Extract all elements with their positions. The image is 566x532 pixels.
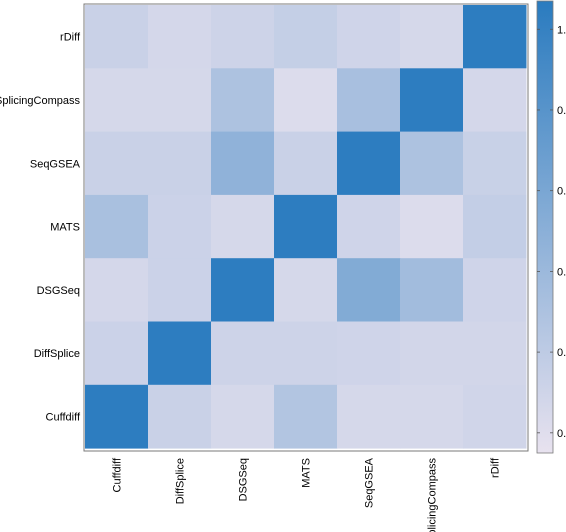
heatmap-cell-DSGSeq-DiffSplice	[148, 258, 212, 322]
heatmap-cell-SeqGSEA-SplicingCompass	[400, 131, 464, 196]
heatmap-cell-rDiff-DiffSplice	[148, 5, 212, 69]
heatmap-cell-SplicingCompass-MATS	[274, 68, 338, 133]
heatmap-cell-SplicingCompass-rDiff	[463, 68, 527, 133]
heatmap-cell-SeqGSEA-SeqGSEA	[337, 131, 401, 196]
heatmap-cell-rDiff-SeqGSEA	[337, 5, 401, 69]
heatmap-cell-Cuffdiff-MATS	[274, 384, 338, 449]
colorbar-tick-label: 1.0	[557, 24, 566, 36]
heatmap-cell-DSGSeq-MATS	[274, 258, 338, 322]
y-tick-label: Cuffdiff	[46, 411, 81, 423]
x-tick-label: SeqGSEA	[364, 457, 376, 508]
colorbar-tick-label: 0.0	[557, 428, 566, 440]
heatmap-cell-DSGSeq-SeqGSEA	[337, 258, 401, 322]
colorbar-tick-label: 0.6	[557, 186, 566, 198]
heatmap-cell-DSGSeq-rDiff	[463, 258, 527, 322]
heatmap-cell-Cuffdiff-DSGSeq	[211, 384, 275, 449]
heatmap-cell-MATS-MATS	[274, 194, 338, 259]
x-tick-label: DiffSplice	[175, 458, 187, 504]
heatmap-cell-DiffSplice-Cuffdiff	[85, 321, 149, 386]
y-tick-label: rDiff	[60, 32, 81, 44]
heatmap-cell-Cuffdiff-SeqGSEA	[337, 384, 401, 449]
heatmap-cell-rDiff-MATS	[274, 5, 338, 69]
y-tick-label: SeqGSEA	[30, 158, 81, 170]
colorbar-gradient	[536, 0, 554, 454]
y-axis-labels: rDiff SplicingCompass SeqGSEA MATS DSGSeq Dif…	[0, 32, 81, 424]
heatmap-cell-Cuffdiff-rDiff	[463, 384, 527, 449]
heatmap-cell-SeqGSEA-Cuffdiff	[85, 131, 149, 196]
heatmap-cell-DSGSeq-Cuffdiff	[85, 258, 149, 322]
colorbar-tick-label: 0.8	[557, 105, 566, 117]
x-tick-label: SplicingCompass	[427, 458, 439, 532]
heatmap-cell-DiffSplice-MATS	[274, 321, 338, 386]
heatmap-cell-Cuffdiff-SplicingCompass	[400, 384, 464, 449]
heatmap-cell-SeqGSEA-DSGSeq	[211, 131, 275, 196]
x-axis-labels: Cuffdiff DiffSplice DSGSeq MATS SeqGSEA Splic…	[112, 457, 502, 532]
heatmap-cell-DiffSplice-SplicingCompass	[400, 321, 464, 386]
heatmap-cell-rDiff-rDiff	[463, 5, 527, 69]
heatmap-cell-DiffSplice-rDiff	[463, 321, 527, 386]
colorbar-tick-label: 0.2	[557, 347, 566, 359]
heatmap-cell-MATS-DSGSeq	[211, 194, 275, 259]
heatmap-cell-Cuffdiff-DiffSplice	[148, 384, 212, 449]
heatmap-cell-SplicingCompass-DSGSeq	[211, 68, 275, 133]
heatmap-cell-DiffSplice-DSGSeq	[211, 321, 275, 386]
heatmap-cell-Cuffdiff-Cuffdiff	[85, 384, 149, 449]
heatmap-cell-MATS-DiffSplice	[148, 194, 212, 259]
heatmap-cell-SplicingCompass-SplicingCompass	[400, 68, 464, 133]
colorbar: 0.0 0.2 0.4 0.6 0.8 1.0	[536, 0, 566, 454]
colorbar-ticks: 0.0 0.2 0.4 0.6 0.8 1.0	[537, 24, 566, 440]
heatmap-cell-SeqGSEA-MATS	[274, 131, 338, 196]
heatmap-cell-DiffSplice-DiffSplice	[148, 321, 212, 386]
heatmap-cell-rDiff-Cuffdiff	[85, 5, 149, 69]
heatmap-cell-MATS-rDiff	[463, 194, 527, 259]
heatmap-cell-DSGSeq-DSGSeq	[211, 258, 275, 322]
x-tick-label: rDiff	[490, 457, 502, 478]
y-tick-label: DSGSeq	[37, 285, 80, 297]
x-tick-label: MATS	[301, 458, 313, 488]
heatmap-cell-rDiff-DSGSeq	[211, 5, 275, 69]
y-tick-label: DiffSplice	[34, 348, 80, 360]
heatmap-cell-SeqGSEA-rDiff	[463, 131, 527, 196]
heatmap-cell-MATS-SplicingCompass	[400, 194, 464, 259]
heatmap-cell-DSGSeq-SplicingCompass	[400, 258, 464, 322]
heatmap-cell-MATS-Cuffdiff	[85, 194, 149, 259]
heatmap-cells	[85, 5, 527, 449]
plot-panel-border	[83, 3, 529, 452]
y-tick-label: SplicingCompass	[0, 95, 80, 107]
heatmap-cell-SplicingCompass-Cuffdiff	[85, 68, 149, 133]
heatmap-cell-MATS-SeqGSEA	[337, 194, 401, 259]
heatmap-cell-rDiff-SplicingCompass	[400, 5, 464, 69]
heatmap-cell-SplicingCompass-SeqGSEA	[337, 68, 401, 133]
heatmap-cell-SeqGSEA-DiffSplice	[148, 131, 212, 196]
x-tick-label: Cuffdiff	[112, 457, 124, 492]
colorbar-tick-label: 0.4	[557, 266, 566, 278]
heatmap-cell-DiffSplice-SeqGSEA	[337, 321, 401, 386]
heatmap-cell-SplicingCompass-DiffSplice	[148, 68, 212, 133]
y-tick-label: MATS	[50, 222, 80, 234]
x-tick-label: DSGSeq	[238, 458, 250, 501]
